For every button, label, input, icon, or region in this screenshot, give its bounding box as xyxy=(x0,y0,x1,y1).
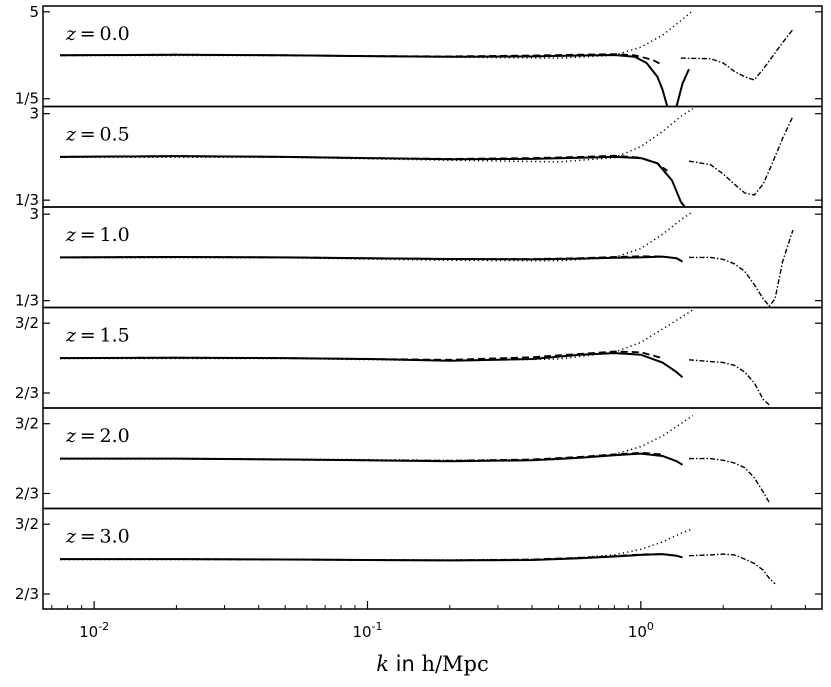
y-tick-label: 5 xyxy=(29,3,39,21)
panel-label: z = 3.0 xyxy=(65,526,130,548)
panel-3: 3/2 2/3 z = 1.5 xyxy=(15,306,823,409)
panel-5: 3/2 2/3 z = 3.0 xyxy=(15,507,823,610)
y-tick-label: 2/3 xyxy=(15,384,39,402)
y-tick-label: 2/3 xyxy=(15,585,39,603)
panel-frame xyxy=(42,507,823,610)
series-dashdot-line xyxy=(688,553,776,585)
panel-label: z = 2.0 xyxy=(65,425,130,447)
series-solid-line xyxy=(59,53,669,107)
series-solid-line xyxy=(59,352,684,379)
series-solid-b-line xyxy=(675,68,690,107)
series-solid-line xyxy=(60,452,684,466)
y-tick-label: 3 xyxy=(29,105,39,123)
series-solid-line xyxy=(59,155,686,207)
panel-1: 3 1/3 z = 0.5 xyxy=(15,105,823,209)
panel-label: z = 1.0 xyxy=(65,224,130,246)
y-tick-label: 2/3 xyxy=(15,484,39,502)
panel-4: 3/2 2/3 z = 2.0 xyxy=(15,407,823,510)
x-tick-label: 10-1 xyxy=(352,620,382,641)
series-dashdot-line xyxy=(689,229,794,308)
y-tick-label: 3/2 xyxy=(15,415,39,433)
x-axis-label: k in h/Mpc xyxy=(376,652,489,676)
y-tick-label: 3/2 xyxy=(15,314,39,332)
y-tick-label: 1/3 xyxy=(15,191,39,209)
series-dashdot-line xyxy=(688,359,770,406)
y-tick-label: 3/2 xyxy=(15,515,39,533)
y-tick-label: 3 xyxy=(29,205,39,223)
panel-label: z = 1.5 xyxy=(65,325,130,347)
series-dashdot-line xyxy=(680,29,794,81)
panels-group: 51/5z = 0.031/3z = 0.531/3z = 1.03/22/3z… xyxy=(15,3,823,610)
panel-label: z = 0.5 xyxy=(65,124,130,146)
y-tick-label: 1/5 xyxy=(15,90,39,108)
series-dashdot-line xyxy=(688,116,794,196)
series-dotted-line xyxy=(60,528,694,561)
series-solid-line xyxy=(60,553,683,562)
x-axis: 10-2 10-1 100 k in h/Mpc xyxy=(51,601,806,676)
series-dashdot-line xyxy=(689,457,770,503)
series-dotted-line xyxy=(60,210,694,262)
panel-0: 5 1/5 z = 0.0 xyxy=(15,3,823,108)
panel-2: 3 1/3 z = 1.0 xyxy=(15,205,823,310)
series-solid-line xyxy=(59,255,683,263)
series-dotted-line xyxy=(60,10,694,59)
series-dotted-line xyxy=(60,108,694,163)
x-tick-label: 10-2 xyxy=(79,620,109,641)
x-tick-label: 100 xyxy=(628,620,654,641)
y-tick-label: 1/3 xyxy=(15,292,39,310)
series-dotted-line xyxy=(60,414,694,462)
panel-label: z = 0.0 xyxy=(65,23,130,45)
